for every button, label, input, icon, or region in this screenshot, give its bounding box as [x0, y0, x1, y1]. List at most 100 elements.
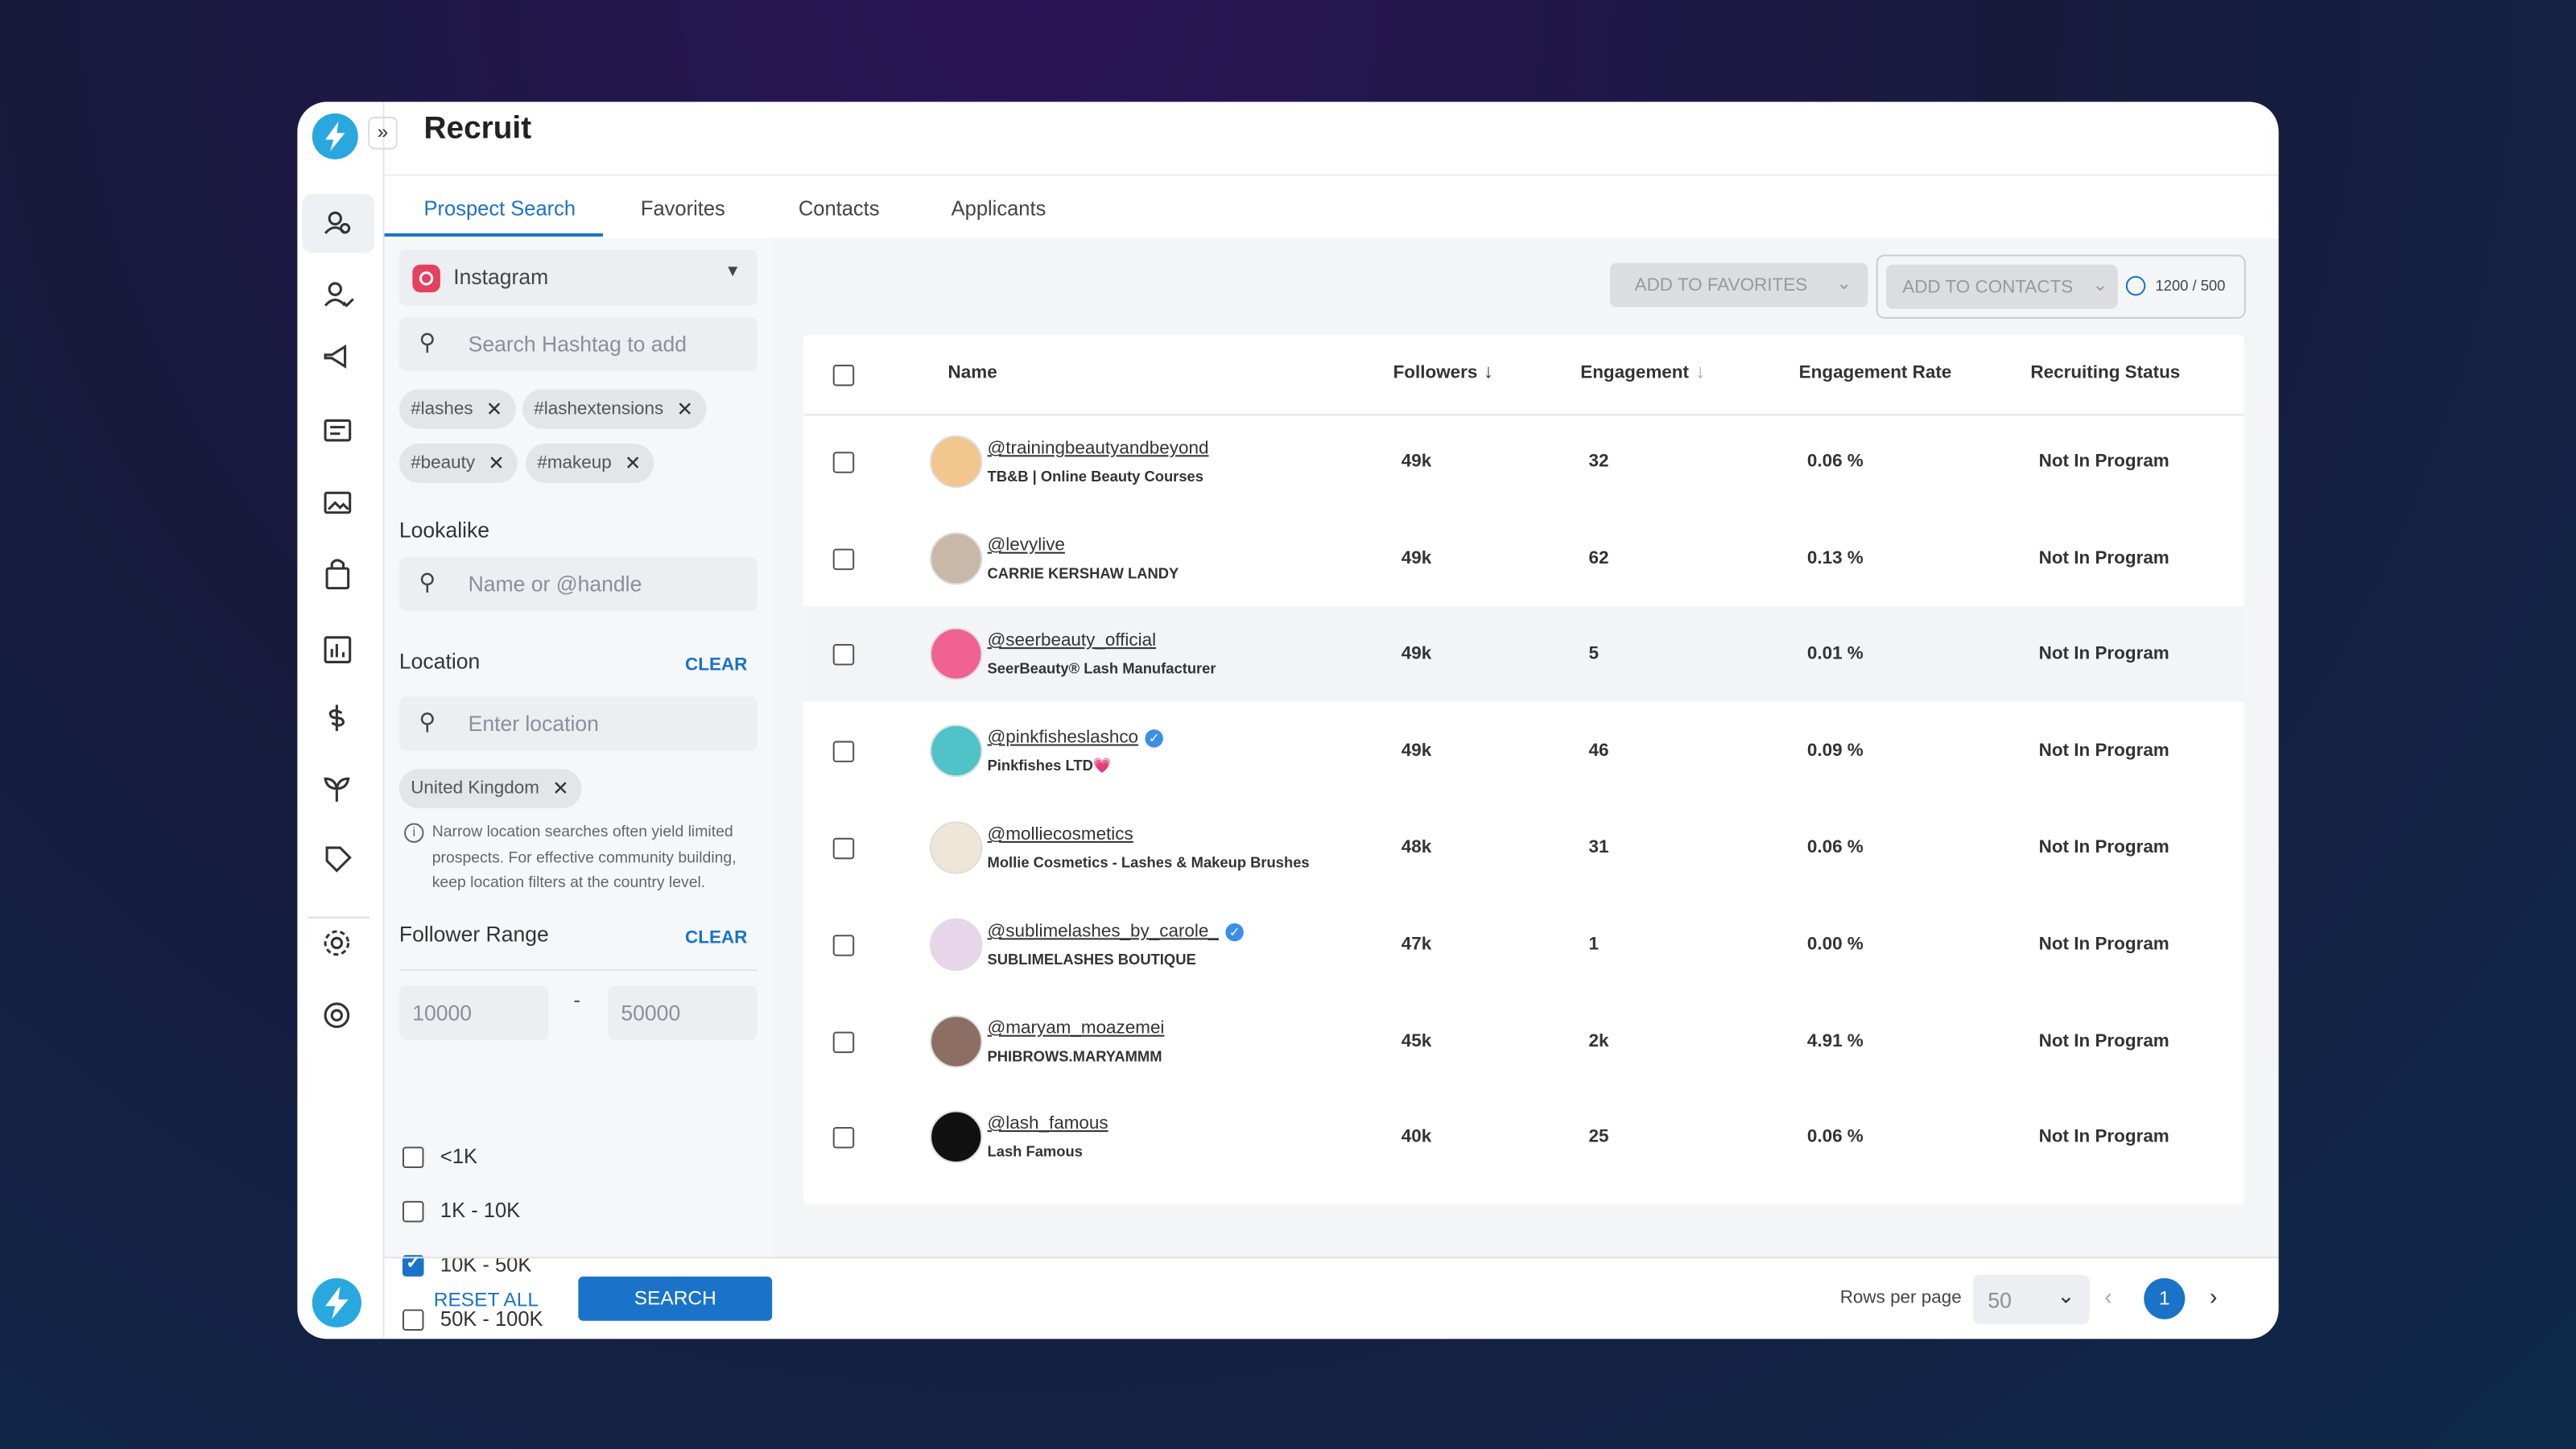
add-contacts-button[interactable]: ADD TO CONTACTS ⌄: [1885, 264, 2118, 309]
sort-icon: ↓: [1483, 359, 1494, 383]
instagram-icon: [412, 264, 440, 293]
checkbox[interactable]: [402, 1309, 424, 1331]
clear-button[interactable]: CLEAR: [685, 928, 748, 948]
range-label: <1K: [440, 1145, 478, 1169]
checkbox[interactable]: [832, 837, 855, 860]
checkbox[interactable]: [402, 1146, 424, 1169]
avatar: [930, 724, 983, 778]
caret: ▼: [724, 262, 741, 281]
display-name: PHIBROWS.MARYAMMM: [987, 1048, 1162, 1065]
range-label: 1K - 10K: [440, 1199, 521, 1223]
hashtag-search[interactable]: ⚲ Search Hashtag to add: [398, 316, 758, 372]
label: Lookalike: [398, 517, 490, 543]
handle-link[interactable]: @trainingbeautyandbeyond: [987, 438, 1209, 459]
handle-link[interactable]: @molliecosmetics: [987, 824, 1133, 844]
followers: 49k: [1401, 548, 1432, 569]
avatar: [930, 918, 983, 972]
divider: [307, 916, 370, 919]
engagement: 1: [1588, 935, 1599, 955]
display-name: Pinkfishes LTD💗: [987, 757, 1112, 774]
checkbox[interactable]: [832, 452, 855, 473]
engagement: 2k: [1588, 1031, 1609, 1052]
search-button[interactable]: SEARCH: [578, 1276, 773, 1321]
handle-link[interactable]: @seerbeauty_official: [987, 630, 1157, 651]
expand-button[interactable]: »: [368, 116, 398, 150]
column-header[interactable]: Name: [947, 363, 997, 383]
handle-link[interactable]: @pinkfisheslashco: [987, 728, 1139, 748]
max-input[interactable]: 50000: [608, 985, 758, 1040]
recruiting-status: Not In Program: [2038, 1031, 2169, 1052]
current-page[interactable]: 1: [2144, 1278, 2186, 1319]
column-header[interactable]: Recruiting Status: [2030, 363, 2181, 383]
row-highlight: [803, 606, 2244, 702]
engagement: 31: [1588, 837, 1609, 858]
avatar: [930, 627, 983, 680]
min-value: 10000: [412, 1000, 473, 1026]
tab[interactable]: Applicants: [951, 196, 1046, 221]
results-area: ADD TO FAVORITES ⌄ ADD TO CONTACTS ⌄ 120…: [772, 237, 2279, 1257]
checkbox[interactable]: [832, 935, 855, 956]
location-search[interactable]: ⚲ Enter location: [398, 696, 758, 751]
location-chip[interactable]: United Kingdom: [398, 769, 583, 809]
checkbox[interactable]: [832, 1126, 855, 1149]
handle-link[interactable]: @levylive: [987, 535, 1065, 555]
quota: 1200 / 500: [2155, 277, 2226, 295]
recruiting-status: Not In Program: [2038, 935, 2169, 955]
checkbox[interactable]: [832, 741, 855, 762]
followers: 49k: [1401, 452, 1432, 472]
handle-link[interactable]: @maryam_moazemei: [987, 1018, 1165, 1038]
lookalike-search[interactable]: ⚲ Name or @handle: [398, 556, 758, 612]
hashtag-chip[interactable]: #beauty: [398, 444, 518, 483]
checkbox[interactable]: [832, 365, 855, 386]
handle-link[interactable]: @lash_famous: [987, 1113, 1108, 1134]
add-favorites-button[interactable]: ADD TO FAVORITES ⌄: [1609, 262, 1868, 308]
display-name: SeerBeauty® Lash Manufacturer: [987, 660, 1216, 677]
tab[interactable]: Favorites: [640, 196, 725, 221]
handle-link[interactable]: @sublimelashes_by_carole_: [987, 921, 1219, 942]
prev-page[interactable]: ‹: [2104, 1282, 2112, 1310]
avatar: [930, 1015, 983, 1068]
tab-underline: [384, 233, 603, 237]
sidebar: [297, 101, 385, 1340]
column-header[interactable]: Followers: [1393, 363, 1478, 383]
divider: [398, 969, 758, 972]
filter-panel: Instagram ▼ ⚲ Search Hashtag to add Look…: [384, 237, 773, 1331]
followers: 48k: [1401, 837, 1432, 858]
hashtag-chip[interactable]: #lashes: [398, 389, 516, 429]
column-header[interactable]: Engagement: [1580, 363, 1689, 383]
display-name: Lash Famous: [987, 1143, 1083, 1160]
clear-button[interactable]: CLEAR: [685, 655, 748, 675]
reset-button[interactable]: RESET ALL: [433, 1287, 539, 1311]
caret: ⌄: [2092, 275, 2108, 296]
caret: ⌄: [2057, 1282, 2075, 1308]
recruiting-status: Not In Program: [2038, 452, 2169, 472]
checkbox[interactable]: [402, 1200, 424, 1223]
search-icon: ⚲: [419, 568, 436, 595]
checkbox[interactable]: [832, 1031, 855, 1054]
hashtag-chip[interactable]: #lashextensions: [522, 389, 707, 429]
rows-per-page-select[interactable]: 50 ⌄: [1973, 1274, 2090, 1324]
quota-ring: [2125, 275, 2146, 296]
hashtag-chip[interactable]: #makeup: [526, 444, 654, 483]
recruiting-status: Not In Program: [2038, 548, 2169, 569]
divider: [382, 174, 2279, 176]
followers: 40k: [1401, 1126, 1432, 1147]
search-icon: ⚲: [419, 708, 436, 735]
label: Follower Range: [398, 921, 549, 947]
tab[interactable]: Contacts: [798, 196, 880, 221]
rows-per-page-label: Rows per page: [1839, 1287, 1962, 1308]
engagement: 62: [1588, 548, 1609, 569]
contacts-group: ADD TO CONTACTS ⌄ 1200 / 500: [1876, 254, 2246, 319]
checkbox[interactable]: [832, 643, 855, 666]
platform-select[interactable]: Instagram ▼: [398, 250, 758, 306]
nav-icons[interactable]: [320, 207, 357, 1029]
checkbox[interactable]: [832, 548, 855, 571]
column-header[interactable]: Engagement Rate: [1798, 363, 1952, 383]
range-label: 50K - 100K: [440, 1307, 543, 1331]
tab[interactable]: Prospect Search: [423, 196, 576, 221]
caret: ⌄: [1836, 274, 1852, 295]
next-page[interactable]: ›: [2209, 1282, 2218, 1310]
logo: [312, 1278, 361, 1327]
search-icon: ⚲: [419, 328, 436, 355]
min-input[interactable]: 10000: [398, 985, 549, 1040]
